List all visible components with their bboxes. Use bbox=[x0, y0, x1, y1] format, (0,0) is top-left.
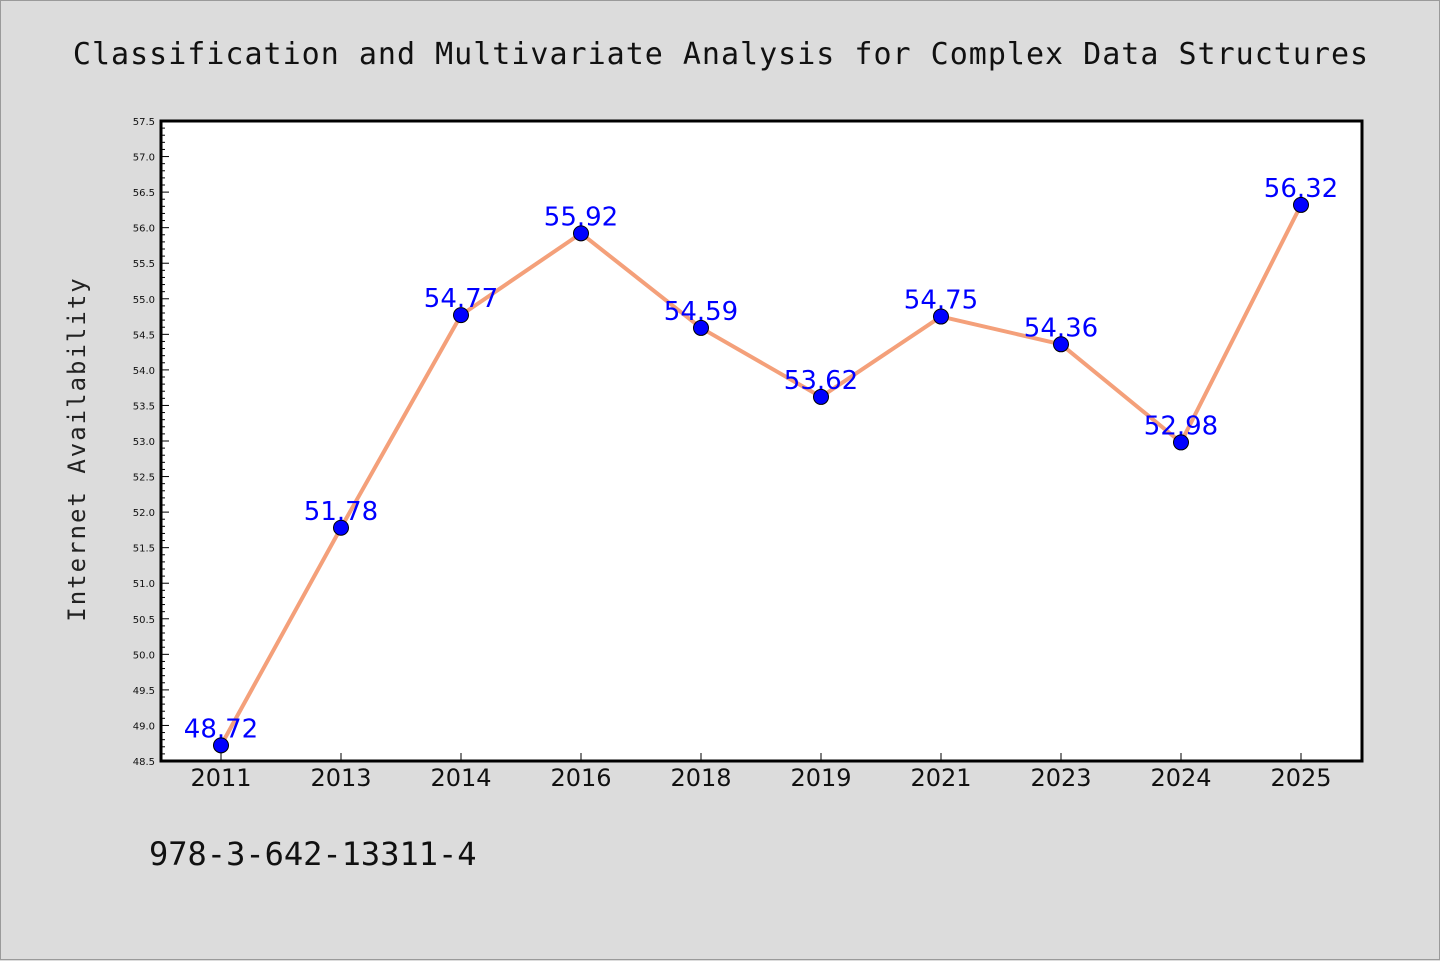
data-label: 53.62 bbox=[784, 366, 858, 396]
isbn-footnote: 978-3-642-13311-4 bbox=[149, 835, 477, 873]
data-point-marker bbox=[1053, 336, 1069, 353]
y-tick-label: 48.5 bbox=[133, 757, 155, 768]
data-point-marker bbox=[333, 519, 349, 536]
data-point-marker bbox=[693, 319, 709, 336]
y-tick-label: 55.0 bbox=[133, 295, 155, 306]
x-tick-label: 2011 bbox=[190, 764, 251, 792]
y-tick-label: 49.0 bbox=[133, 721, 155, 732]
y-tick-label: 57.0 bbox=[133, 153, 155, 164]
x-tick-label: 2023 bbox=[1030, 764, 1091, 792]
data-label: 54.77 bbox=[424, 284, 498, 314]
data-point-marker bbox=[573, 225, 589, 242]
data-point-marker bbox=[933, 308, 949, 325]
y-tick-label: 53.5 bbox=[133, 401, 155, 412]
plot-border bbox=[159, 119, 1364, 763]
series-line bbox=[219, 204, 1303, 747]
x-tick-label: 2024 bbox=[1150, 764, 1211, 792]
data-label: 48.72 bbox=[184, 714, 258, 744]
x-tick-label: 2013 bbox=[310, 764, 371, 792]
data-label: 54.75 bbox=[904, 286, 978, 316]
axis-ticks: 48.5 49.0 49.5 50.0 50.5 51.0 51.5 52.0 52.5 53.0… bbox=[133, 117, 1332, 792]
x-tick-label: 2025 bbox=[1270, 764, 1331, 792]
y-tick-label: 54.5 bbox=[133, 330, 155, 341]
data-label: 55.92 bbox=[544, 202, 618, 232]
x-tick-label: 2018 bbox=[670, 764, 731, 792]
data-label: 54.36 bbox=[1024, 313, 1098, 343]
x-tick-label: 2016 bbox=[550, 764, 611, 792]
y-tick-label: 52.0 bbox=[133, 508, 155, 519]
y-tick-label: 51.5 bbox=[133, 544, 155, 555]
y-tick-label: 53.0 bbox=[133, 437, 155, 448]
series-layer: 48.72 51.78 54.77 55.92 54.59 53.62 54.75 54.36… bbox=[184, 174, 1338, 754]
y-tick-label: 52.5 bbox=[133, 473, 155, 484]
y-axis-label: Internet Availability bbox=[63, 276, 91, 621]
data-label: 54.59 bbox=[664, 297, 738, 327]
data-point-marker bbox=[813, 388, 829, 405]
y-tick-label: 56.5 bbox=[133, 188, 155, 199]
y-tick-label: 51.0 bbox=[133, 579, 155, 590]
data-point-marker bbox=[1293, 196, 1309, 213]
x-tick-label: 2021 bbox=[910, 764, 971, 792]
x-tick-label: 2019 bbox=[790, 764, 851, 792]
y-tick-label: 54.0 bbox=[133, 366, 155, 377]
chart-title: Classification and Multivariate Analysis… bbox=[73, 37, 1369, 72]
y-tick-label: 57.5 bbox=[133, 117, 155, 128]
data-point-marker bbox=[453, 307, 469, 324]
y-tick-label: 49.5 bbox=[133, 686, 155, 697]
data-point-marker bbox=[1173, 434, 1189, 451]
data-label: 52.98 bbox=[1144, 411, 1218, 441]
data-label: 51.78 bbox=[304, 497, 378, 527]
y-tick-label: 50.0 bbox=[133, 650, 155, 661]
x-tick-label: 2014 bbox=[430, 764, 491, 792]
y-tick-label: 50.5 bbox=[133, 615, 155, 626]
data-point-marker bbox=[213, 737, 229, 754]
plot-area bbox=[161, 121, 1362, 761]
y-tick-label: 56.0 bbox=[133, 224, 155, 235]
y-tick-label: 55.5 bbox=[133, 259, 155, 270]
data-label: 56.32 bbox=[1264, 174, 1338, 204]
